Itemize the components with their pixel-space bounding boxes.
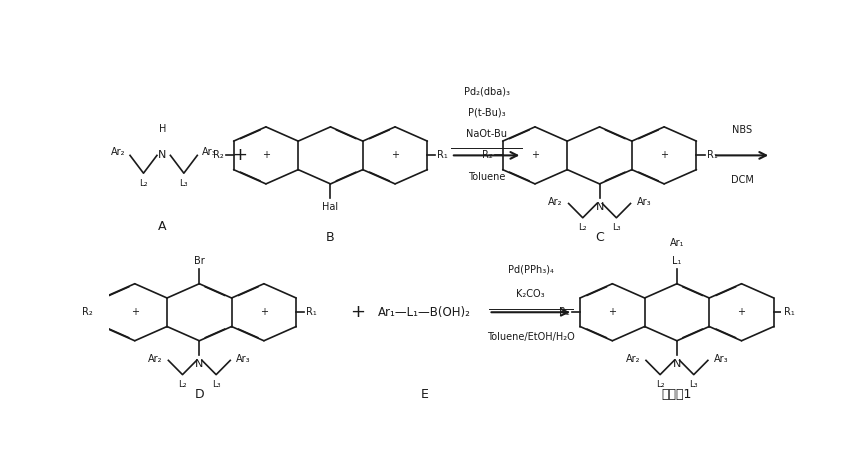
Text: N: N — [673, 358, 681, 369]
Text: Pd(PPh₃)₄: Pd(PPh₃)₄ — [508, 264, 554, 275]
Text: Ar₁—L₁—B(OH)₂: Ar₁—L₁—B(OH)₂ — [378, 306, 471, 319]
Text: +: + — [350, 303, 365, 321]
Text: Ar₃: Ar₃ — [202, 147, 217, 157]
Text: Ar₂: Ar₂ — [626, 354, 640, 363]
Text: Hal: Hal — [322, 202, 339, 212]
Text: Br: Br — [194, 256, 205, 266]
Text: L₂: L₂ — [656, 380, 664, 389]
Text: NBS: NBS — [732, 125, 753, 135]
Text: Ar₂: Ar₂ — [148, 354, 162, 363]
Text: Ar₂: Ar₂ — [548, 197, 562, 206]
Text: N: N — [595, 202, 604, 212]
Text: K₂CO₃: K₂CO₃ — [516, 289, 545, 300]
Text: L₃: L₃ — [180, 179, 188, 188]
Text: N: N — [195, 358, 203, 369]
Text: NaOt-Bu: NaOt-Bu — [466, 129, 507, 139]
Text: A: A — [158, 220, 167, 233]
Text: L₂: L₂ — [178, 380, 187, 389]
Text: Ar₃: Ar₃ — [714, 354, 728, 363]
Text: R₂: R₂ — [559, 307, 570, 317]
Text: R₁: R₁ — [784, 307, 794, 317]
Text: Toluene: Toluene — [468, 172, 505, 182]
Text: B: B — [326, 231, 335, 244]
Text: R₂: R₂ — [213, 150, 224, 160]
Text: R₂: R₂ — [482, 150, 493, 160]
Text: +: + — [661, 150, 668, 160]
Text: Toluene/EtOH/H₂O: Toluene/EtOH/H₂O — [487, 332, 575, 342]
Text: L₁: L₁ — [672, 256, 681, 266]
Text: +: + — [531, 150, 539, 160]
Text: Pd₂(dba)₃: Pd₂(dba)₃ — [464, 86, 510, 96]
Text: R₁: R₁ — [707, 150, 717, 160]
Text: P(t-Bu)₃: P(t-Bu)₃ — [468, 107, 505, 118]
Text: R₂: R₂ — [82, 307, 92, 317]
Text: +: + — [391, 150, 399, 160]
Text: L₂: L₂ — [139, 179, 148, 188]
Text: R₁: R₁ — [306, 307, 317, 317]
Text: R₁: R₁ — [437, 150, 448, 160]
Text: Ar₃: Ar₃ — [636, 197, 651, 206]
Text: +: + — [738, 307, 746, 317]
Text: Ar₃: Ar₃ — [236, 354, 251, 363]
Text: H: H — [159, 124, 166, 134]
Text: L₃: L₃ — [689, 380, 698, 389]
Text: Ar₂: Ar₂ — [111, 147, 125, 157]
Text: +: + — [262, 150, 270, 160]
Text: 化学式1: 化学式1 — [661, 388, 692, 401]
Text: N: N — [158, 150, 167, 160]
Text: E: E — [421, 388, 429, 401]
Text: DCM: DCM — [731, 175, 753, 185]
Text: L₃: L₃ — [612, 223, 621, 232]
Text: L₃: L₃ — [212, 380, 220, 389]
Text: +: + — [131, 307, 139, 317]
Text: +: + — [232, 146, 247, 164]
Text: C: C — [595, 231, 604, 244]
Text: Ar₁: Ar₁ — [670, 238, 684, 248]
Text: D: D — [194, 388, 204, 401]
Text: +: + — [608, 307, 616, 317]
Text: L₂: L₂ — [578, 223, 587, 232]
Text: +: + — [260, 307, 268, 317]
